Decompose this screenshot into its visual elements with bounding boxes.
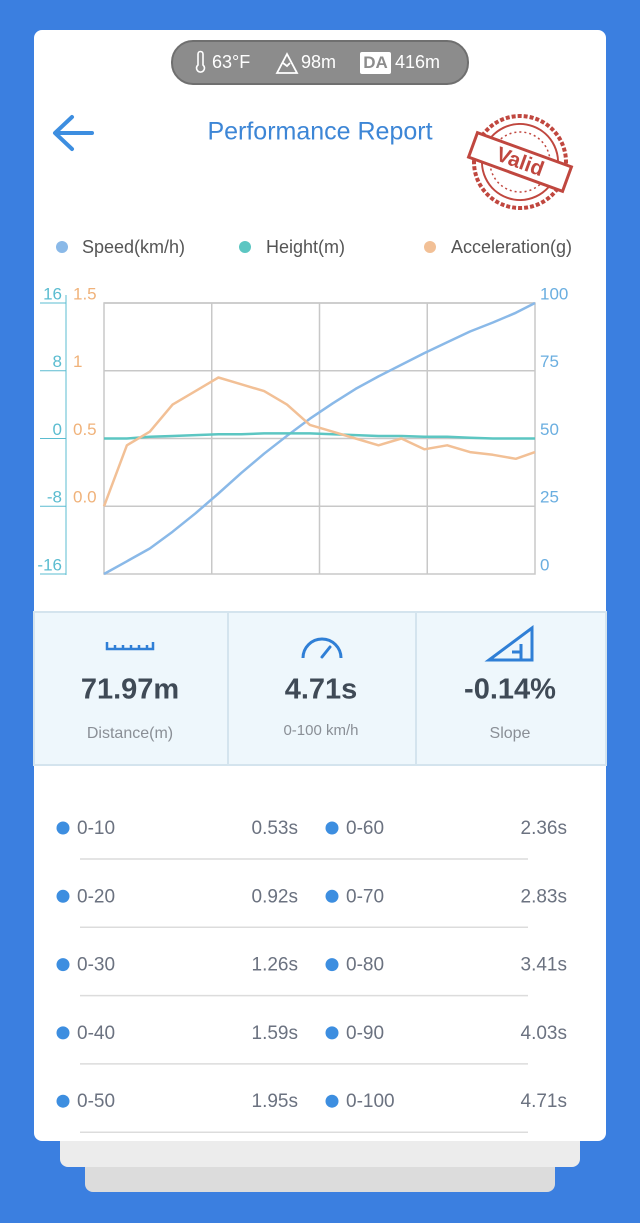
chart: -16 -8 0 8 16 0.0 0.5 1 1.5 0 25 50 75 100 bbox=[37, 284, 568, 576]
split-time: 2.83s bbox=[521, 886, 567, 907]
slope-icon bbox=[484, 625, 534, 662]
altitude: 98m bbox=[301, 52, 336, 72]
stats-panel bbox=[33, 611, 607, 766]
da-badge-box bbox=[360, 52, 391, 74]
legend-label: Speed(km/h) bbox=[82, 237, 185, 257]
y-tick-label: 16 bbox=[43, 284, 62, 303]
series-line bbox=[103, 301, 536, 576]
split-dot bbox=[325, 958, 339, 972]
split-range: 0-10 bbox=[77, 818, 115, 839]
stat-value: -0.14% bbox=[464, 674, 556, 706]
y2-tick-label: 100 bbox=[540, 284, 568, 303]
distance-icon bbox=[105, 642, 155, 651]
split-time: 1.26s bbox=[252, 955, 298, 976]
split-time: 4.03s bbox=[521, 1023, 567, 1044]
stat-label: Distance(m) bbox=[87, 725, 173, 742]
y3-tick-label: 1 bbox=[73, 352, 82, 371]
legend-marker bbox=[239, 241, 251, 253]
split-dot bbox=[56, 1026, 70, 1040]
split-dot bbox=[56, 821, 70, 835]
legend-marker bbox=[56, 241, 68, 253]
da-value: 416m bbox=[395, 52, 440, 72]
splits: 0-10 0.53s 0-20 0.92s 0-30 1.26s 0-40 1.59s 0-50… bbox=[56, 818, 567, 1133]
y3-tick-label: 1.5 bbox=[73, 284, 97, 303]
y-tick-label: 8 bbox=[53, 352, 62, 371]
temperature: 63°F bbox=[212, 52, 250, 72]
stat-label: 0-100 km/h bbox=[283, 722, 358, 739]
y2-tick-label: 0 bbox=[540, 555, 549, 574]
da-badge: DA bbox=[363, 53, 388, 72]
y-tick-label: -8 bbox=[47, 488, 62, 507]
split-range: 0-70 bbox=[346, 886, 384, 907]
y3-tick-label: 0.5 bbox=[73, 420, 97, 439]
stat-value: 71.97m bbox=[81, 674, 179, 706]
split-dot bbox=[325, 1094, 339, 1108]
split-time: 3.41s bbox=[521, 955, 567, 976]
split-dot bbox=[325, 821, 339, 835]
legend-label: Acceleration(g) bbox=[451, 237, 572, 257]
legend-marker bbox=[424, 241, 436, 253]
y-tick-label: -16 bbox=[37, 555, 62, 574]
split-time: 0.92s bbox=[252, 886, 298, 907]
thermometer-icon bbox=[195, 50, 206, 73]
split-time: 0.53s bbox=[252, 818, 298, 839]
split-range: 0-40 bbox=[77, 1023, 115, 1044]
split-time: 2.36s bbox=[521, 818, 567, 839]
series-line bbox=[104, 432, 535, 440]
stats: 71.97m Distance(m) 4.71s 0-100 km/h -0.14% Sl… bbox=[81, 674, 556, 743]
split-range: 0-100 bbox=[346, 1091, 395, 1112]
split-dot bbox=[56, 958, 70, 972]
stat-label: Slope bbox=[490, 725, 531, 742]
y3-tick-label: 0.0 bbox=[73, 488, 97, 507]
split-time: 1.59s bbox=[252, 1023, 298, 1044]
altitude-icon bbox=[275, 52, 299, 74]
split-range: 0-80 bbox=[346, 955, 384, 976]
legend: Speed(km/h) Height(m) Acceleration(g) bbox=[56, 237, 572, 257]
split-range: 0-30 bbox=[77, 955, 115, 976]
speed-icon bbox=[301, 637, 343, 659]
y2-tick-label: 75 bbox=[540, 352, 559, 371]
speed-icon-needle bbox=[320, 645, 332, 659]
y-tick-label: 0 bbox=[53, 420, 62, 439]
legend-label: Height(m) bbox=[266, 237, 345, 257]
y2-tick-label: 50 bbox=[540, 420, 559, 439]
split-dot bbox=[325, 889, 339, 903]
split-range: 0-50 bbox=[77, 1091, 115, 1112]
split-range: 0-60 bbox=[346, 818, 384, 839]
split-range: 0-90 bbox=[346, 1023, 384, 1044]
status-pill bbox=[171, 40, 469, 85]
split-time: 1.95s bbox=[252, 1091, 298, 1112]
split-dot bbox=[325, 1026, 339, 1040]
split-range: 0-20 bbox=[77, 886, 115, 907]
stat-value: 4.71s bbox=[285, 674, 358, 706]
split-dot bbox=[56, 889, 70, 903]
valid-stamp: Valid bbox=[466, 114, 574, 210]
series-line bbox=[102, 376, 536, 507]
split-time: 4.71s bbox=[521, 1091, 567, 1112]
report-card bbox=[34, 30, 606, 1141]
y2-tick-label: 25 bbox=[540, 488, 559, 507]
split-dot bbox=[56, 1094, 70, 1108]
back-button[interactable] bbox=[53, 115, 94, 151]
page-title: Performance Report bbox=[207, 118, 432, 146]
